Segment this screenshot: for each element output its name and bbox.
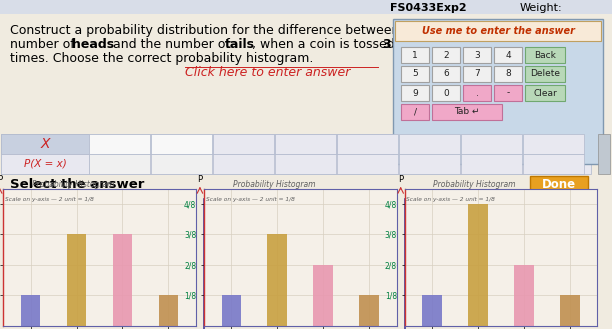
Bar xyxy=(399,154,460,174)
Text: Probability Histogram: Probability Histogram xyxy=(32,180,114,189)
Bar xyxy=(560,295,580,326)
Bar xyxy=(401,47,429,63)
Text: P: P xyxy=(398,175,403,184)
Text: 0: 0 xyxy=(443,89,449,97)
Text: number of: number of xyxy=(10,38,79,51)
Text: Use me to enter the answer: Use me to enter the answer xyxy=(422,26,575,36)
Bar xyxy=(432,104,502,120)
Bar xyxy=(0,0,612,14)
Text: Scale on y-axis — 2 unit = 1/8: Scale on y-axis — 2 unit = 1/8 xyxy=(406,197,495,202)
Text: Probability Histogram: Probability Histogram xyxy=(433,180,516,189)
Text: 5: 5 xyxy=(412,69,418,79)
Bar xyxy=(337,154,398,174)
Text: Tab ↵: Tab ↵ xyxy=(454,108,480,116)
Bar xyxy=(113,234,132,326)
Bar xyxy=(525,85,565,101)
Bar xyxy=(395,21,601,41)
Text: Click here to enter answer: Click here to enter answer xyxy=(185,66,351,79)
Text: 8: 8 xyxy=(505,69,511,79)
Text: Scale on y-axis — 2 unit = 1/8: Scale on y-axis — 2 unit = 1/8 xyxy=(5,197,94,202)
Bar xyxy=(67,234,86,326)
Text: -: - xyxy=(506,89,510,97)
Bar xyxy=(399,134,460,154)
Text: X: X xyxy=(40,137,50,151)
Text: times. Choose the correct probability histogram.: times. Choose the correct probability hi… xyxy=(10,52,313,65)
Text: Weight:: Weight: xyxy=(520,3,562,13)
Bar xyxy=(461,134,522,154)
Bar xyxy=(525,47,565,63)
Text: tails: tails xyxy=(225,38,255,51)
Text: Back: Back xyxy=(534,50,556,60)
Text: 3: 3 xyxy=(382,38,390,51)
Text: Scale on y-axis — 2 unit = 1/8: Scale on y-axis — 2 unit = 1/8 xyxy=(206,197,294,202)
Bar xyxy=(463,66,491,82)
Text: .: . xyxy=(476,89,479,97)
Bar xyxy=(337,134,398,154)
Bar xyxy=(359,295,379,326)
Bar xyxy=(1,154,89,174)
Text: 3: 3 xyxy=(474,50,480,60)
Bar xyxy=(422,295,442,326)
Bar xyxy=(494,47,522,63)
Text: 1: 1 xyxy=(412,50,418,60)
Text: 2: 2 xyxy=(443,50,449,60)
Bar xyxy=(432,85,460,101)
Bar xyxy=(494,66,522,82)
Bar xyxy=(89,134,150,154)
Text: P(X = x): P(X = x) xyxy=(24,159,66,169)
Text: and the number of: and the number of xyxy=(109,38,234,51)
Bar xyxy=(432,47,460,63)
Bar xyxy=(530,176,588,194)
Bar xyxy=(401,104,429,120)
Bar xyxy=(275,154,336,174)
Text: Clear: Clear xyxy=(533,89,557,97)
Bar xyxy=(1,154,591,174)
Bar xyxy=(463,47,491,63)
Bar xyxy=(313,265,333,326)
Bar xyxy=(393,19,603,164)
Text: Delete: Delete xyxy=(530,69,560,79)
Text: 6: 6 xyxy=(443,69,449,79)
Bar xyxy=(468,204,488,326)
Bar xyxy=(222,295,241,326)
Text: 4: 4 xyxy=(505,50,511,60)
Text: Select the answer: Select the answer xyxy=(10,178,144,191)
Bar xyxy=(151,154,212,174)
Bar xyxy=(213,154,274,174)
Text: /: / xyxy=(414,108,417,116)
Bar xyxy=(89,154,150,174)
Bar xyxy=(159,295,178,326)
Bar xyxy=(213,134,274,154)
Text: heads: heads xyxy=(72,38,114,51)
Bar xyxy=(151,134,212,154)
Text: Probability Histogram: Probability Histogram xyxy=(233,180,315,189)
Bar xyxy=(401,66,429,82)
Bar xyxy=(267,234,287,326)
Text: Done: Done xyxy=(542,179,576,191)
Bar xyxy=(463,85,491,101)
Text: P: P xyxy=(198,175,203,184)
Bar xyxy=(523,134,584,154)
Text: , when a coin is tossed: , when a coin is tossed xyxy=(252,38,399,51)
Bar xyxy=(494,85,522,101)
Bar xyxy=(525,66,565,82)
Bar xyxy=(1,134,89,154)
Text: P: P xyxy=(0,175,2,184)
Bar xyxy=(1,134,591,154)
Bar xyxy=(275,134,336,154)
Text: Construct a probability distribution for the difference between the: Construct a probability distribution for… xyxy=(10,24,424,37)
Text: 9: 9 xyxy=(412,89,418,97)
Bar xyxy=(432,66,460,82)
Bar xyxy=(461,154,522,174)
Bar xyxy=(401,85,429,101)
Bar xyxy=(598,134,610,174)
Bar xyxy=(21,295,40,326)
Text: FS0433Exp2: FS0433Exp2 xyxy=(390,3,466,13)
Bar xyxy=(523,154,584,174)
Bar xyxy=(514,265,534,326)
Text: 7: 7 xyxy=(474,69,480,79)
